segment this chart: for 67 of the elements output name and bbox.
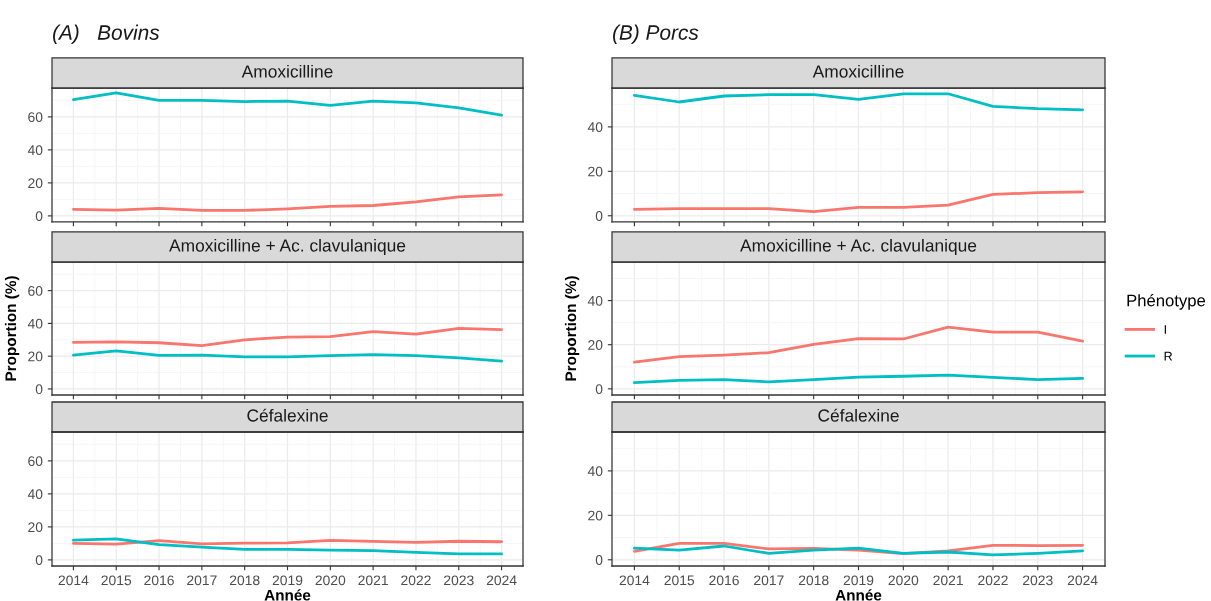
- legend-title: Phénotype: [1127, 293, 1206, 310]
- x-axis-title: Année: [835, 589, 882, 601]
- legend-label: R: [1164, 351, 1173, 361]
- y-tick-label: 0: [595, 384, 603, 394]
- x-tick-label: 2019: [843, 575, 874, 586]
- x-tick-label: 2016: [144, 575, 174, 586]
- x-tick-label: 2021: [358, 575, 388, 586]
- x-tick-label: 2016: [709, 575, 739, 586]
- x-tick-label: 2018: [229, 575, 260, 586]
- legend-label: I: [1164, 325, 1166, 334]
- x-tick-label: 2022: [401, 575, 431, 586]
- y-tick-label: 40: [587, 122, 603, 133]
- x-axis-title: Année: [264, 589, 311, 601]
- line-series: [633, 325, 1084, 364]
- x-tick-label: 2020: [315, 575, 346, 586]
- y-tick-label: 40: [587, 466, 603, 477]
- line-series: [72, 349, 503, 363]
- y-tick-label: 20: [588, 510, 603, 521]
- y-tick-label: 0: [35, 384, 43, 395]
- text: (A) Bovins: [52, 24, 160, 44]
- chart-title: Amoxicilline: [812, 64, 904, 78]
- line-series: [72, 91, 503, 117]
- line-series: [633, 190, 1084, 213]
- y-tick-label: 20: [588, 340, 603, 350]
- y-tick-label: 0: [35, 555, 43, 566]
- y-axis-title: Proportion (%): [4, 276, 20, 381]
- x-tick-label: 2014: [58, 575, 89, 586]
- chart-title: Céfalexine: [818, 408, 899, 422]
- x-tick-label: 2017: [754, 575, 784, 586]
- y-tick-label: 20: [28, 522, 43, 533]
- x-tick-label: 2014: [619, 575, 650, 586]
- chart-title: Amoxicilline + Ac. clavulanique: [740, 238, 977, 256]
- y-tick-label: 40: [27, 145, 43, 156]
- y-tick-label: 20: [588, 166, 603, 177]
- x-tick-label: 2015: [101, 575, 132, 586]
- x-tick-label: 2015: [664, 575, 695, 586]
- x-tick-label: 2019: [272, 575, 303, 586]
- line-series: [72, 193, 503, 212]
- y-tick-label: 0: [595, 555, 603, 565]
- x-tick-label: 2017: [187, 575, 217, 586]
- x-tick-label: 2024: [486, 575, 517, 586]
- x-tick-label: 2020: [888, 575, 919, 586]
- line-series: [72, 326, 503, 347]
- y-tick-label: 40: [587, 295, 603, 306]
- chart-title: Amoxicilline: [241, 64, 333, 78]
- chart-title: Amoxicilline + Ac. clavulanique: [169, 238, 406, 256]
- line-series: [633, 92, 1084, 112]
- x-tick-label: 2022: [978, 575, 1008, 586]
- x-tick-label: 2023: [444, 575, 474, 586]
- x-tick-label: 2021: [933, 575, 963, 586]
- chart-title: Céfalexine: [247, 408, 328, 422]
- y-tick-label: 60: [28, 112, 43, 123]
- text: (B) Porcs: [612, 24, 699, 44]
- y-tick-label: 40: [27, 489, 43, 500]
- x-tick-label: 2023: [1023, 575, 1053, 586]
- line-series: [633, 373, 1084, 385]
- y-tick-label: 0: [595, 211, 603, 221]
- y-tick-label: 20: [28, 351, 43, 362]
- y-axis-title: Proportion (%): [564, 276, 580, 381]
- line-series: [72, 537, 503, 556]
- y-tick-label: 60: [28, 286, 43, 296]
- y-tick-label: 40: [27, 318, 43, 329]
- x-tick-label: 2018: [798, 575, 829, 586]
- y-tick-label: 20: [28, 178, 43, 189]
- y-tick-label: 0: [35, 211, 43, 222]
- y-tick-label: 60: [28, 456, 43, 467]
- x-tick-label: 2024: [1067, 575, 1098, 586]
